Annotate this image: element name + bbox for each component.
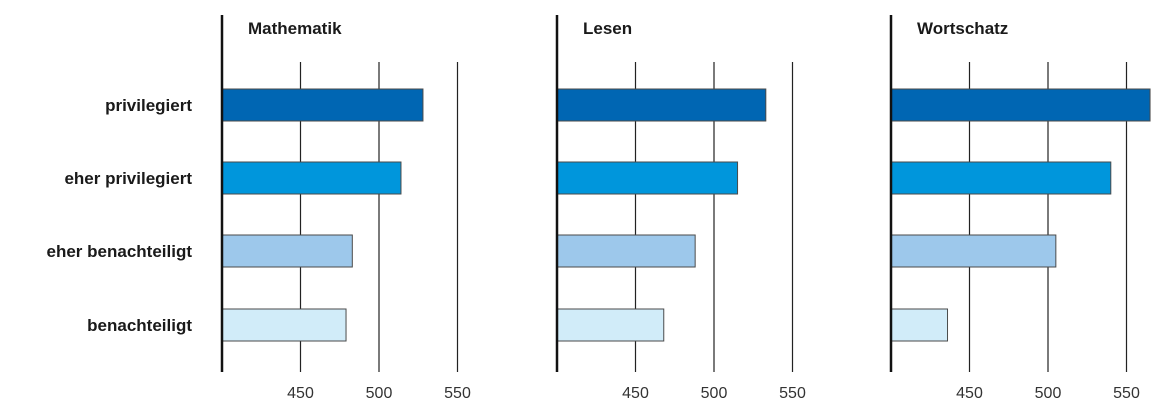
category-label: eher benachteiligt: [47, 242, 193, 261]
bar: [221, 161, 402, 195]
bar: [221, 308, 347, 342]
bar: [556, 161, 739, 195]
tick-label: 500: [1035, 385, 1062, 402]
bar: [890, 88, 1151, 122]
panel-title: Mathematik: [248, 19, 342, 38]
bar: [221, 234, 353, 268]
bar: [556, 234, 696, 268]
bar: [556, 88, 767, 122]
tick-label: 450: [622, 385, 649, 402]
category-label: eher privilegiert: [64, 169, 192, 188]
tick-label: 550: [444, 385, 471, 402]
bar: [890, 234, 1057, 268]
panel-title: Lesen: [583, 19, 632, 38]
bar: [556, 308, 665, 342]
tick-label: 450: [287, 385, 314, 402]
bar: [890, 308, 949, 342]
tick-label: 450: [956, 385, 983, 402]
tick-label: 550: [779, 385, 806, 402]
bar: [890, 161, 1112, 195]
bar: [221, 88, 424, 122]
category-label: benachteiligt: [87, 316, 192, 335]
tick-label: 550: [1113, 385, 1140, 402]
category-label: privilegiert: [105, 96, 192, 115]
panel-title: Wortschatz: [917, 19, 1008, 38]
tick-label: 500: [701, 385, 728, 402]
tick-label: 500: [366, 385, 393, 402]
